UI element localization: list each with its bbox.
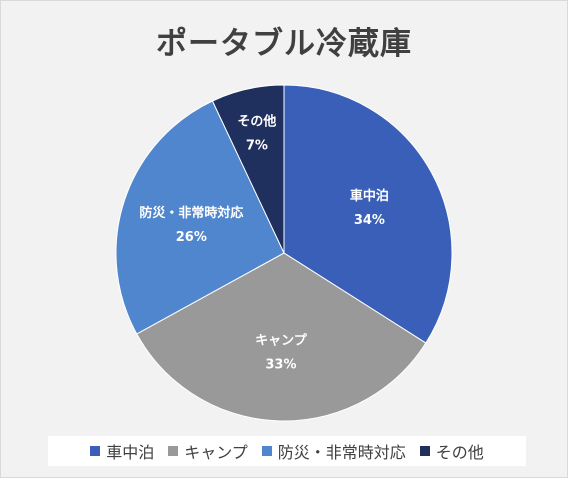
pie-slice: [136, 252, 427, 422]
legend-label: 防災・非常時対応: [277, 443, 406, 462]
legend-label: キャンプ: [184, 443, 248, 462]
legend-item-camp: キャンプ: [168, 439, 248, 463]
legend-swatch: [261, 446, 272, 456]
slice-category-label: 防災・非常時対応: [139, 205, 243, 221]
slice-value-label: 26%: [176, 230, 207, 245]
legend: 車中泊 キャンプ 防災・非常時対応 その他: [48, 436, 526, 466]
legend-item-bousai: 防災・非常時対応: [261, 439, 406, 463]
legend-swatch: [168, 446, 179, 456]
pie-slice: [283, 84, 453, 344]
pie-slice: [211, 84, 285, 254]
slice-category-label: キャンプ: [255, 333, 308, 348]
legend-label: 車中泊: [106, 443, 155, 462]
slice-value-label: 7%: [246, 139, 268, 154]
pie-slices: [115, 84, 453, 422]
pie-slice: [115, 100, 285, 335]
chart-title: ポータブル冷蔵庫: [156, 26, 412, 62]
legend-swatch: [419, 446, 430, 456]
legend-swatch: [90, 446, 101, 456]
legend-item-sharyuhaku: 車中泊: [90, 439, 154, 463]
slice-value-label: 33%: [265, 357, 296, 372]
legend-label: その他: [435, 443, 484, 462]
slice-category-label: その他: [237, 114, 276, 130]
pie-labels: 車中泊 34% キャンプ 33% 防災・非常時対応 26% その他 7%: [139, 114, 389, 373]
slice-value-label: 34%: [354, 213, 385, 228]
legend-item-other: その他: [419, 439, 484, 463]
slice-category-label: 車中泊: [350, 188, 389, 204]
